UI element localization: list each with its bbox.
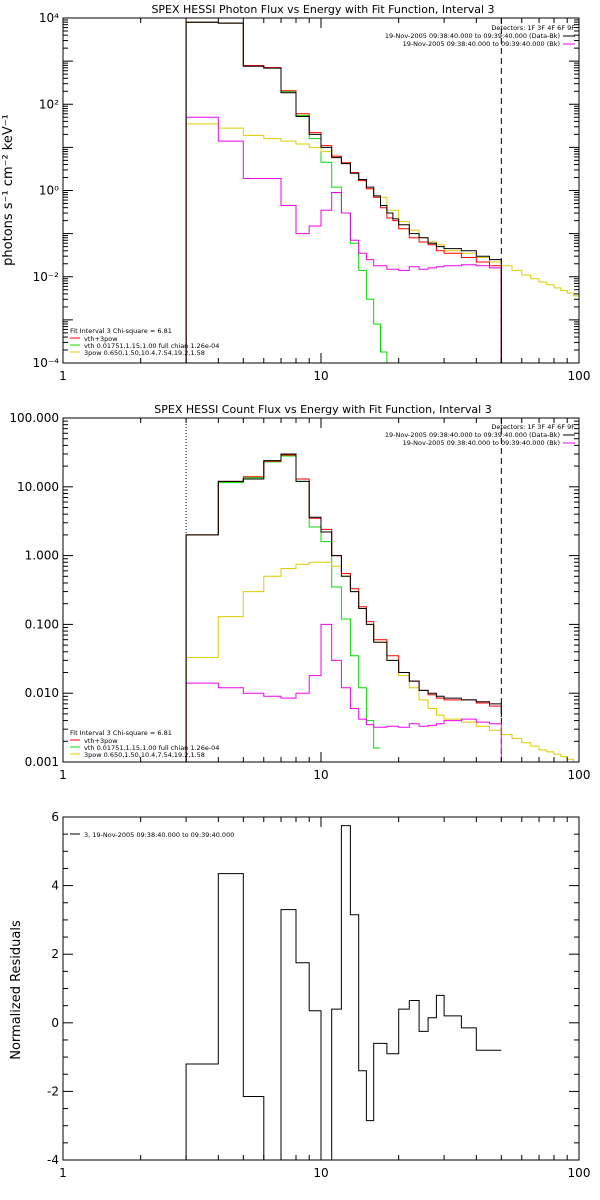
panel1-legend: Fit Interval 3 Chi-square = 6.81 vth+3po… <box>70 327 219 357</box>
panel2-info-detectors: Detectors: 1F 3F 4F 6F 9F <box>491 423 575 431</box>
panel2-fit-header: Fit Interval 3 Chi-square = 6.81 <box>70 729 172 737</box>
y-tick-label: 10² <box>39 97 59 111</box>
series-3pow-line <box>185 123 579 363</box>
y-tick-label: 10⁰ <box>39 184 59 198</box>
y-tick-label: 10.000 <box>17 480 59 494</box>
x-tick-label: 100 <box>568 768 591 782</box>
panel1-axes: 1 10 100 10⁻⁴ 10⁻² 10⁰ 10² 10⁴ <box>33 11 591 383</box>
y-tick-label: 2 <box>51 947 59 961</box>
series-data-line <box>185 825 502 1161</box>
panel1-legend-vth: vth 0.01751,1.15,1.00 full chian 1.26e-0… <box>84 342 219 350</box>
x-tick-label: 100 <box>568 1166 591 1180</box>
y-tick-label: 10⁻⁴ <box>33 356 60 370</box>
y-tick-label: -4 <box>47 1153 59 1167</box>
panel2-legend-vth-3pow: vth+3pow <box>84 737 118 745</box>
y-tick-label: 0.001 <box>25 755 59 769</box>
x-tick-label: 1 <box>59 768 67 782</box>
panel1-ylabel: photons s⁻¹ cm⁻² keV⁻¹ <box>1 114 16 266</box>
panel1-legend-3pow: 3pow 0.650,1.50,10.4,7.54,19.2,1.58 <box>84 349 205 357</box>
panel1-traces <box>185 18 579 364</box>
series-3pow-line <box>185 561 579 763</box>
series-total-line <box>185 21 502 363</box>
y-tick-label: 6 <box>51 810 59 824</box>
series-bk-line <box>185 623 502 762</box>
panel1-fit-header: Fit Interval 3 Chi-square = 6.81 <box>70 327 172 335</box>
panel1-title: SPEX HESSI Photon Flux vs Energy with Fi… <box>151 3 494 16</box>
x-tick-label: 1 <box>59 369 67 383</box>
y-tick-label: 1.000 <box>25 549 59 563</box>
panel1-legend-vth-3pow: vth+3pow <box>84 335 118 343</box>
x-tick-label: 1 <box>59 1166 67 1180</box>
y-tick-label: 0.010 <box>25 686 59 700</box>
x-tick-label: 100 <box>568 369 591 383</box>
panel3-legend: 3, 19-Nov-2005 09:38:40.000 to 09:39:40.… <box>70 831 234 839</box>
panel2-legend: Fit Interval 3 Chi-square = 6.81 vth+3po… <box>70 729 219 759</box>
y-tick-label: -2 <box>47 1084 59 1098</box>
y-tick-label: 100.000 <box>9 411 59 425</box>
photon-flux-panel: SPEX HESSI Photon Flux vs Energy with Fi… <box>1 3 590 383</box>
series-vth-3pow-line <box>185 454 502 762</box>
panel2-axes: 1 10 100 0.001 0.010 0.100 1.000 10.000 100.000 <box>9 411 590 782</box>
panel1-info-bk: 19-Nov-2005 09:38:40.000 to 09:39:40.000… <box>403 40 560 48</box>
panel3-ylabel: Normalized Residuals <box>9 920 24 1060</box>
x-tick-label: 10 <box>313 768 328 782</box>
y-tick-label: 0 <box>51 1016 59 1030</box>
y-tick-label: 10⁴ <box>39 11 59 25</box>
series-bk-line <box>185 116 502 363</box>
series-vth-line <box>185 21 420 364</box>
y-tick-label: 4 <box>51 879 59 893</box>
panel2-info: Detectors: 1F 3F 4F 6F 9F 19-Nov-2005 09… <box>385 423 575 447</box>
panel1-info-detectors: Detectors: 1F 3F 4F 6F 9F <box>491 24 575 32</box>
y-tick-label: 10⁻² <box>33 270 60 284</box>
panel2-info-databk: 19-Nov-2005 09:38:40.000 to 09:39:40.000… <box>385 431 560 439</box>
x-tick-label: 10 <box>313 369 328 383</box>
series-vth-3pow-line <box>185 21 502 363</box>
panel1-info: Detectors: 1F 3F 4F 6F 9F 19-Nov-2005 09… <box>385 24 575 48</box>
count-flux-panel: SPEX HESSI Count Flux vs Energy with Fit… <box>9 403 590 782</box>
panel2-info-bk: 19-Nov-2005 09:38:40.000 to 09:39:40.000… <box>403 439 560 447</box>
panel2-legend-vth: vth 0.01751,1.15,1.00 full chian 1.26e-0… <box>84 744 219 752</box>
series-total-line <box>185 453 502 762</box>
panel2-legend-3pow: 3pow 0.650,1.50,10.4,7.54,19.2,1.58 <box>84 751 205 759</box>
panel2-traces <box>185 418 579 763</box>
panel3-axes: 1 10 100 -4 -2 0 2 4 6 <box>47 810 590 1180</box>
panel3-legend-data: 3, 19-Nov-2005 09:38:40.000 to 09:39:40.… <box>84 831 234 839</box>
series-vth-line <box>185 455 381 762</box>
panel1-info-databk: 19-Nov-2005 09:38:40.000 to 09:39:40.000… <box>385 32 560 40</box>
y-tick-label: 0.100 <box>25 617 59 631</box>
panel3-traces <box>185 825 502 1161</box>
x-tick-label: 10 <box>313 1166 328 1180</box>
residuals-panel: 1 10 100 -4 -2 0 2 4 6 Normalized Residuals 3, 1… <box>9 810 590 1180</box>
panel2-title: SPEX HESSI Count Flux vs Energy with Fit… <box>154 403 491 416</box>
